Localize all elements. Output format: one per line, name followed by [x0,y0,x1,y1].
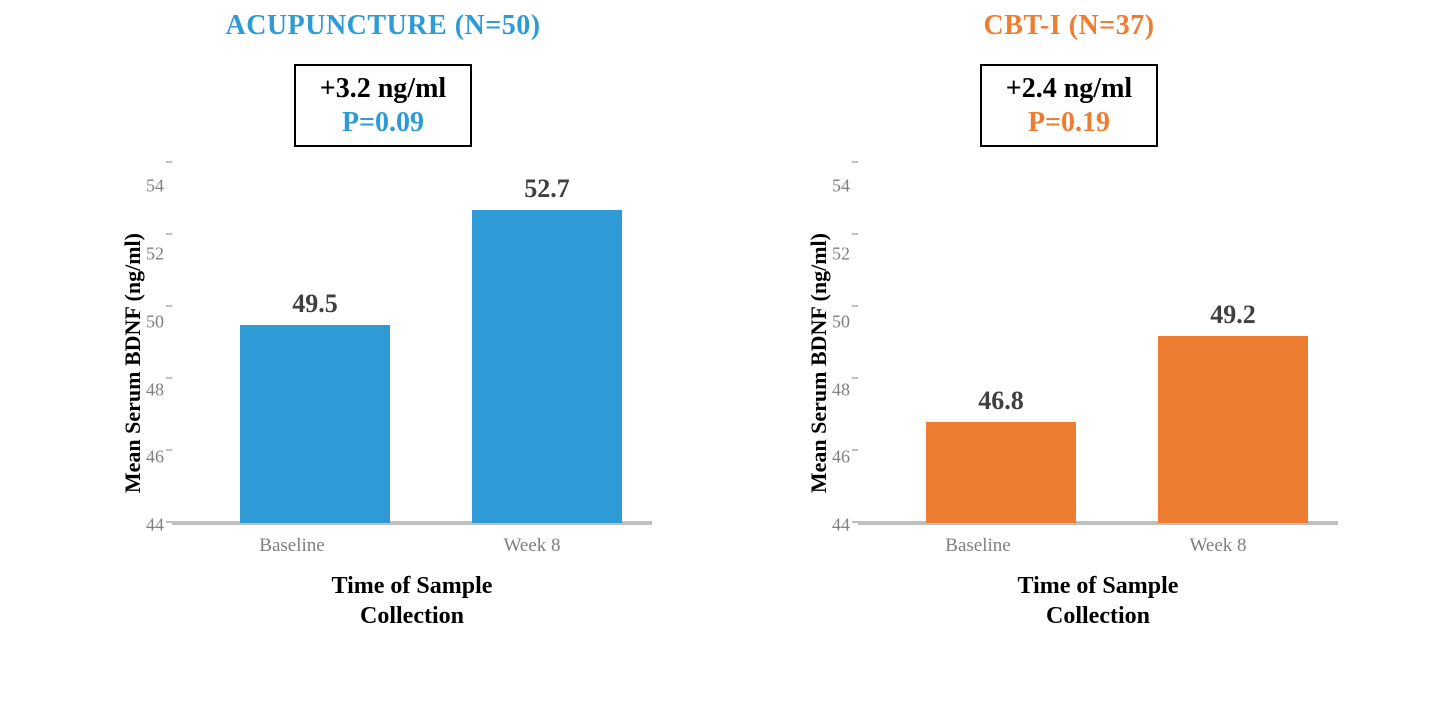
bar: 49.2 [1158,336,1308,523]
x-tick-label: Week 8 [1098,535,1338,557]
bar-value-label: 52.7 [472,174,622,204]
y-tick-label: 44 [832,515,850,536]
y-ticks: 545250484644 [146,165,172,525]
x-tick-label: Week 8 [412,535,652,557]
bar-value-label: 49.2 [1158,300,1308,330]
y-axis-label: Mean Serum BDNF (ng/ml) [114,233,146,493]
y-tick-label: 44 [146,515,164,536]
panel-cbti: CBT-I (N=37) +2.4 ng/ml P=0.19 Mean Seru… [749,10,1389,711]
stat-box: +3.2 ng/ml P=0.09 [294,64,472,147]
y-axis-label: Mean Serum BDNF (ng/ml) [800,233,832,493]
y-tick-label: 48 [832,379,850,400]
y-ticks: 545250484644 [832,165,858,525]
y-tick-label: 46 [146,447,164,468]
bar: 52.7 [472,210,622,523]
plot-area: 46.8 49.2 [858,165,1338,525]
panel-acupuncture: ACUPUNCTURE (N=50) +3.2 ng/ml P=0.09 Mea… [63,10,703,711]
bar: 49.5 [240,325,390,523]
chart: Mean Serum BDNF (ng/ml) 54 52 50 48 46 44 49.… [114,165,652,631]
x-axis-label: Time of SampleCollection [858,571,1338,631]
y-tick-label: 52 [146,243,164,264]
stat-delta: +2.4 ng/ml [1006,72,1132,106]
x-ticks: BaselineWeek 8 [172,535,652,557]
bar-value-label: 46.8 [926,386,1076,416]
y-tick-label: 50 [832,311,850,332]
x-ticks: BaselineWeek 8 [858,535,1338,557]
y-tick-label: 54 [146,176,164,197]
chart: Mean Serum BDNF (ng/ml) 54 52 50 48 46 44 46.… [800,165,1338,631]
y-tick-label: 50 [146,311,164,332]
y-tick-label: 54 [832,176,850,197]
stat-delta: +3.2 ng/ml [320,72,446,106]
x-tick-label: Baseline [172,535,412,557]
bar-value-label: 49.5 [240,289,390,319]
stat-box: +2.4 ng/ml P=0.19 [980,64,1158,147]
panel-title: ACUPUNCTURE (N=50) [225,10,540,42]
stat-pvalue: P=0.09 [320,106,446,140]
y-tick-label: 52 [832,243,850,264]
panel-title: CBT-I (N=37) [983,10,1154,42]
x-tick-label: Baseline [858,535,1098,557]
x-axis-label: Time of SampleCollection [172,571,652,631]
bar: 46.8 [926,422,1076,523]
plot-area: 49.5 52.7 [172,165,652,525]
stat-pvalue: P=0.19 [1006,106,1132,140]
y-tick-label: 46 [832,447,850,468]
y-tick-label: 48 [146,379,164,400]
